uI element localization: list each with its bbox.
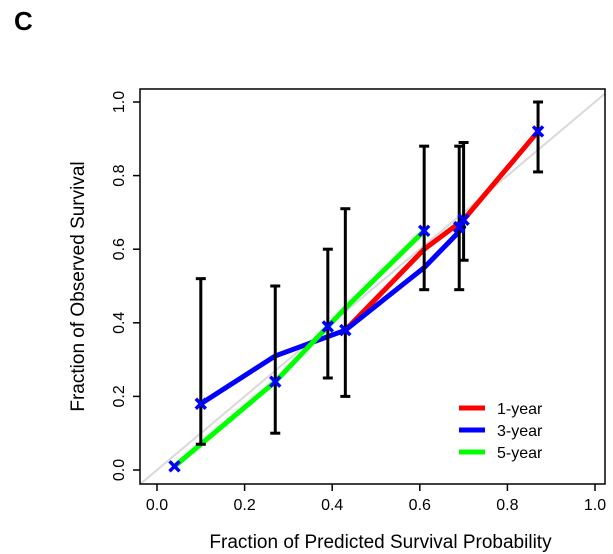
- point-stroke: [531, 125, 545, 138]
- point-stroke: [452, 220, 466, 234]
- y-tick-label: 0.4: [111, 312, 128, 334]
- legend: 1-year 3-year 5-year: [459, 401, 543, 462]
- legend-item: 3-year: [459, 423, 543, 440]
- series-line-5-year: [172, 228, 427, 469]
- y-axis: 0.0 0.2 0.4 0.6 0.8 1.0: [111, 91, 140, 481]
- y-tick-label: 0.8: [111, 164, 128, 186]
- point-stroke: [457, 213, 470, 226]
- x-tick-label: 0.0: [146, 497, 168, 514]
- errorbar: [270, 284, 281, 435]
- point-stroke: [269, 375, 282, 388]
- y-tick-label: 0.6: [111, 238, 128, 260]
- errorbar: [195, 277, 206, 446]
- point-stroke: [417, 224, 431, 238]
- legend-item: 5-year: [459, 445, 543, 462]
- legend-label: 1-year: [497, 401, 543, 418]
- legend-label: 5-year: [497, 445, 543, 462]
- data-point: [531, 125, 545, 138]
- point-stroke: [194, 397, 208, 410]
- data-point: [452, 220, 466, 234]
- point-stroke: [321, 320, 335, 333]
- y-tick-label: 0.2: [111, 385, 128, 407]
- point-stroke: [339, 323, 352, 337]
- series-layer: [172, 128, 541, 469]
- y-axis-title: Fraction of Observed Survival: [68, 161, 89, 411]
- legend-label: 3-year: [497, 423, 543, 440]
- x-axis-title: Fraction of Predicted Survival Probabili…: [209, 532, 552, 553]
- data-point: [339, 323, 352, 337]
- data-point: [194, 397, 208, 410]
- errorbar: [322, 247, 333, 380]
- data-point: [457, 213, 470, 226]
- legend-item: 1-year: [459, 401, 543, 418]
- data-point: [417, 224, 431, 238]
- errorbar-layer: [195, 100, 544, 446]
- errorbar: [533, 100, 544, 174]
- x-tick-label: 0.6: [409, 497, 431, 514]
- data-point: [321, 320, 335, 333]
- data-point: [168, 460, 181, 473]
- point-stroke: [168, 460, 181, 473]
- y-tick-label: 1.0: [111, 91, 128, 113]
- point-layer: [168, 125, 545, 473]
- data-point: [269, 375, 282, 388]
- errorbar: [419, 144, 430, 292]
- series-line-1-year: [342, 128, 541, 333]
- x-tick-label: 0.2: [233, 497, 255, 514]
- x-axis: 0.0 0.2 0.4 0.6 0.8 1.0: [146, 484, 606, 514]
- errorbar: [340, 207, 351, 398]
- errorbar: [458, 140, 469, 262]
- x-tick-label: 1.0: [584, 497, 606, 514]
- y-tick-label: 0.0: [111, 459, 128, 481]
- x-tick-label: 0.8: [496, 497, 518, 514]
- plot-frame: [139, 88, 606, 485]
- panel-label: C: [14, 6, 33, 36]
- x-tick-label: 0.4: [321, 497, 343, 514]
